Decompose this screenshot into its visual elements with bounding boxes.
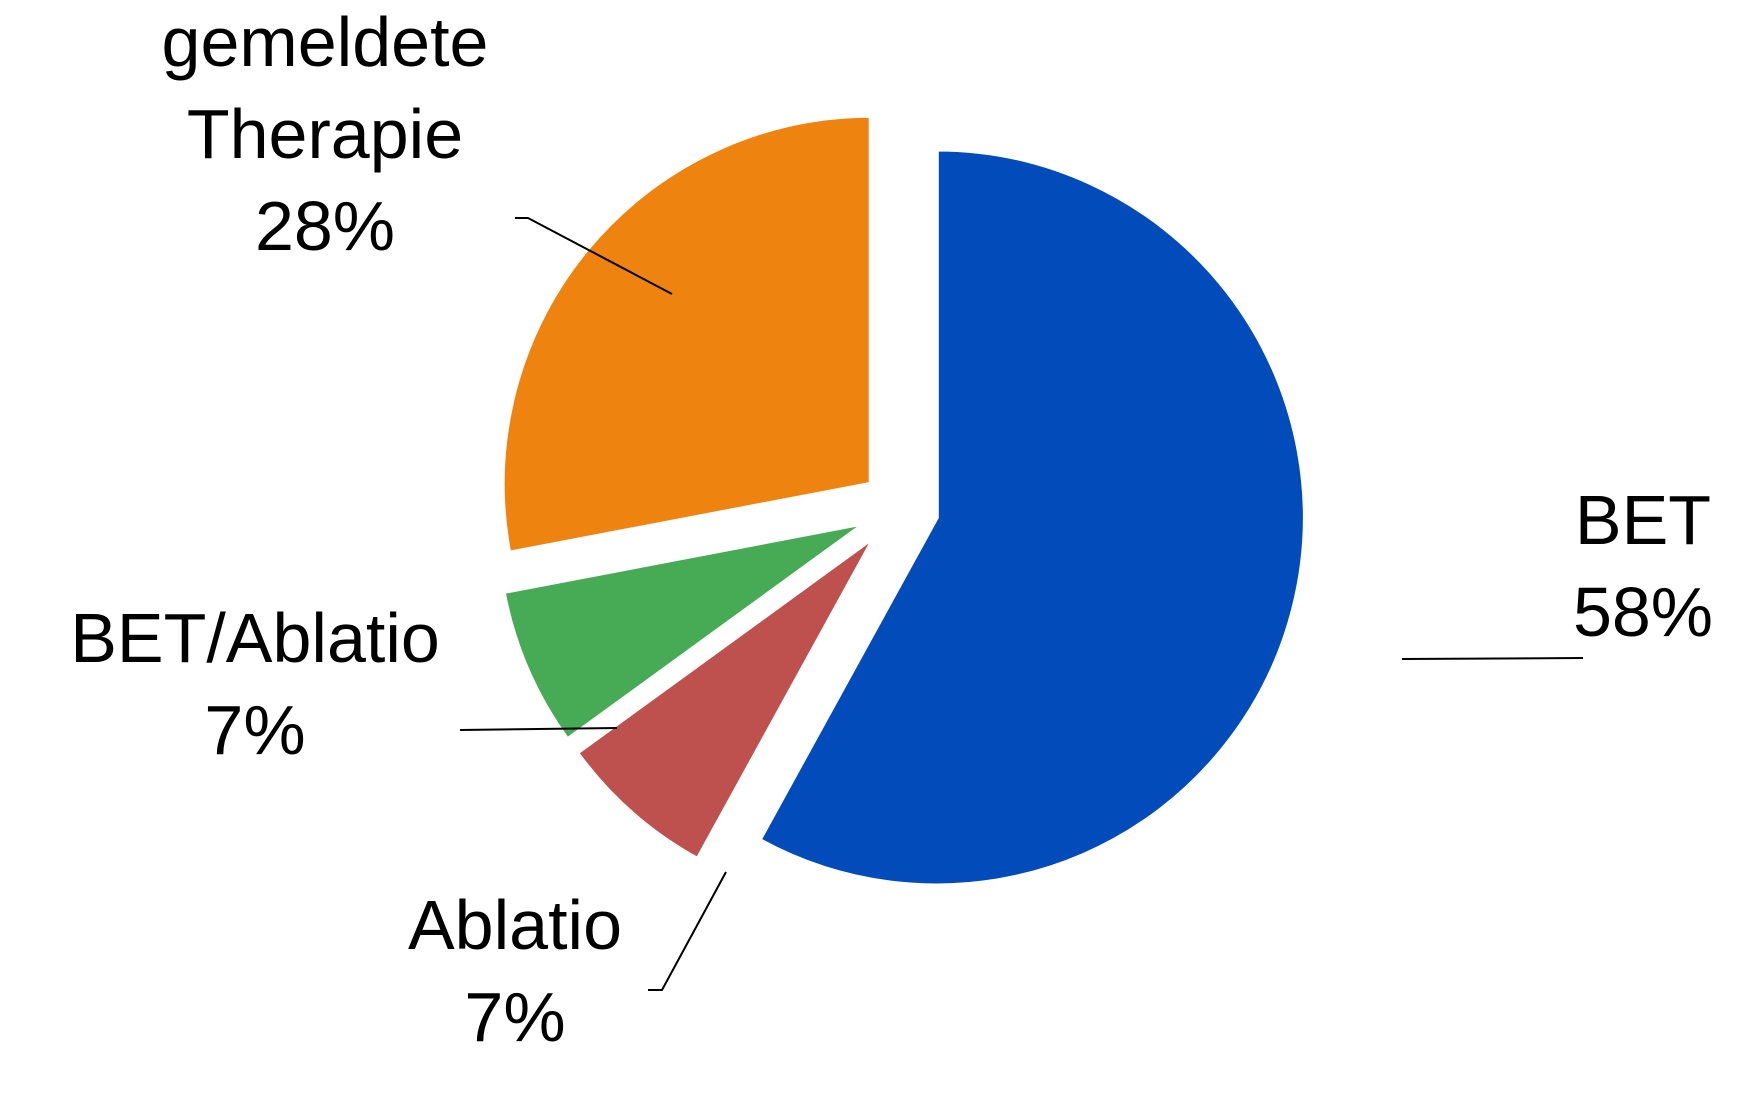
slice-name-label: BET/Ablatio: [70, 599, 440, 677]
leader-lines: [459, 217, 1584, 991]
pie-slice-ablatio: [574, 534, 877, 862]
pie-slice-bet-ablatio: [501, 521, 867, 743]
slice-percent-label: 7%: [464, 978, 565, 1056]
slice-percent-label: 28%: [255, 187, 395, 265]
leader-line: [459, 727, 618, 731]
slice-name-label: BET: [1575, 481, 1711, 559]
slice-label: BET 58%: [1573, 481, 1713, 651]
pie-slice-bet: [756, 147, 1307, 888]
slice-percent-label: 58%: [1573, 573, 1713, 651]
leader-line: [1401, 657, 1584, 660]
slice-name-label: Therapie: [187, 95, 463, 173]
pie-slice-keine-gemeldete-therapie: [500, 113, 873, 556]
slice-label: keinegemeldeteTherapie28%: [162, 0, 489, 265]
slice-labels: BET58%Ablatio7%BET/Ablatio7%keinegemelde…: [70, 0, 1713, 1056]
slice-name-label: Ablatio: [408, 886, 622, 964]
leader-line: [648, 871, 727, 991]
slice-name-label: gemeldete: [162, 3, 489, 81]
slice-label: Ablatio 7%: [408, 886, 622, 1056]
leader-line: [515, 217, 673, 295]
slice-label: BET/Ablatio 7%: [70, 599, 440, 769]
slice-percent-label: 7%: [204, 691, 305, 769]
pie-slices: [500, 113, 1307, 888]
